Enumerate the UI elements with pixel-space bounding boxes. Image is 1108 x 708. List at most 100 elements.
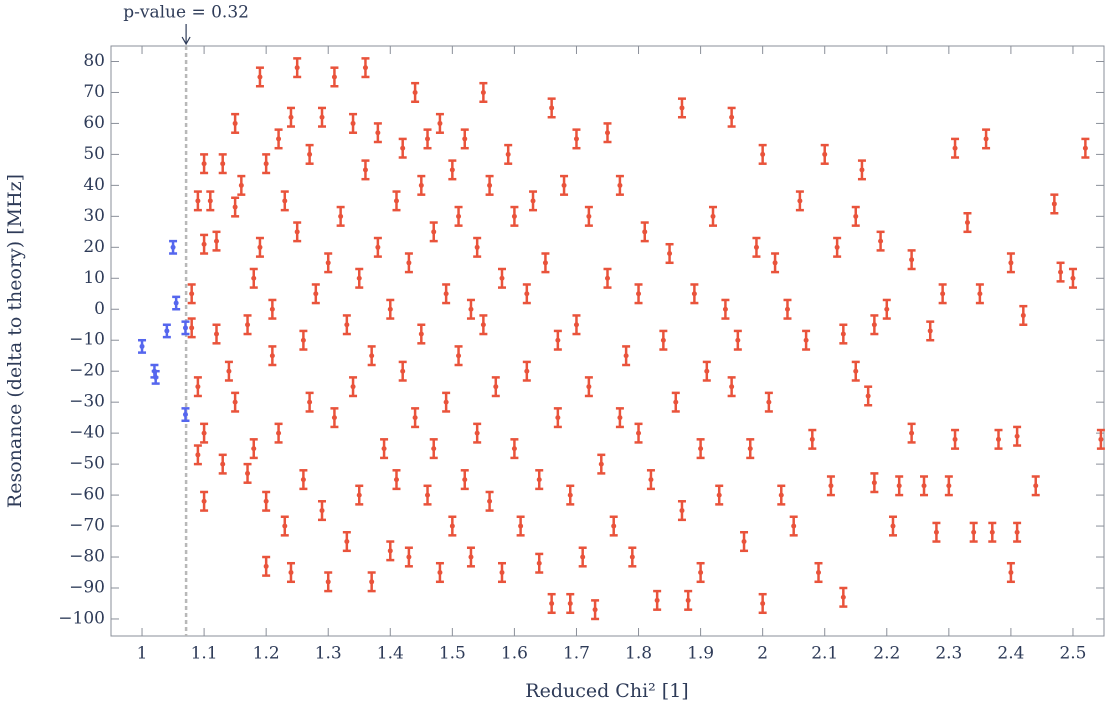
point	[1082, 145, 1088, 151]
error-point	[926, 320, 935, 342]
point	[232, 120, 238, 126]
error-point	[448, 159, 457, 181]
point	[648, 477, 654, 483]
error-point	[907, 249, 916, 271]
point	[474, 244, 480, 250]
error-point	[727, 106, 736, 128]
x-tick-label: 1.3	[315, 644, 342, 664]
point	[828, 483, 834, 489]
point	[605, 275, 610, 281]
error-point	[324, 252, 333, 274]
point	[307, 151, 313, 157]
error-point	[411, 81, 420, 103]
error-point	[764, 391, 773, 413]
error-point	[826, 475, 835, 497]
error-point	[864, 385, 873, 407]
error-point	[355, 484, 364, 506]
point	[667, 251, 673, 257]
error-point	[454, 345, 463, 367]
point	[834, 244, 840, 250]
point	[983, 136, 989, 142]
error-point	[435, 561, 444, 584]
error-point	[473, 422, 482, 444]
error-point	[386, 298, 395, 320]
point	[617, 182, 623, 188]
point	[1014, 529, 1020, 535]
error-point	[578, 546, 587, 568]
point	[1014, 433, 1020, 439]
error-point	[522, 283, 531, 305]
point	[673, 399, 679, 405]
error-point	[572, 128, 581, 150]
point	[698, 570, 704, 576]
point	[549, 600, 555, 606]
error-point	[162, 323, 171, 339]
error-point	[1056, 261, 1065, 283]
point	[406, 554, 412, 560]
error-point	[324, 571, 333, 593]
point	[443, 291, 449, 297]
point	[524, 368, 530, 374]
point	[561, 182, 567, 188]
error-point	[417, 174, 426, 196]
error-point	[200, 233, 209, 255]
error-point	[311, 283, 320, 305]
error-point	[888, 515, 897, 537]
error-point	[727, 376, 736, 398]
error-point	[677, 500, 686, 522]
error-point	[355, 267, 364, 289]
x-tick-label: 1.5	[439, 644, 466, 664]
point	[325, 260, 331, 266]
point	[853, 368, 859, 374]
y-tick-label: 80	[83, 51, 105, 71]
point	[300, 337, 306, 343]
error-point	[907, 422, 916, 444]
point	[139, 343, 145, 349]
error-point	[1013, 425, 1022, 447]
point	[182, 412, 188, 418]
y-tick-label: 10	[83, 268, 105, 288]
error-point	[566, 484, 575, 506]
point	[462, 477, 468, 483]
point	[220, 161, 226, 167]
point	[493, 384, 499, 390]
error-point	[380, 438, 389, 460]
error-point	[442, 391, 451, 413]
x-tick-label: 2	[757, 644, 768, 664]
point	[704, 368, 710, 374]
threshold-label: p-value = 0.32	[123, 3, 249, 23]
point	[952, 145, 958, 151]
error-point	[293, 221, 302, 243]
y-tick-label: 20	[83, 237, 105, 257]
x-tick-label: 1.9	[687, 644, 714, 664]
error-point	[547, 592, 556, 615]
point	[940, 291, 946, 297]
point	[189, 291, 195, 297]
y-tick-label: −10	[69, 330, 105, 350]
point	[456, 213, 462, 219]
point	[611, 523, 617, 529]
error-point	[249, 438, 258, 460]
error-point	[342, 530, 351, 553]
error-point	[299, 469, 308, 491]
point	[201, 430, 207, 436]
x-tick-label: 1.6	[501, 644, 528, 664]
error-point	[1081, 137, 1090, 159]
point	[971, 529, 977, 535]
point	[350, 120, 356, 126]
error-point	[932, 521, 941, 543]
point	[251, 446, 257, 452]
y-tick-label: 0	[94, 299, 105, 319]
error-point	[628, 546, 637, 568]
error-point	[851, 360, 860, 382]
error-point	[318, 500, 327, 522]
error-point	[151, 369, 160, 385]
error-point	[603, 267, 612, 289]
error-point	[597, 453, 606, 475]
point	[232, 399, 238, 405]
error-point	[373, 122, 382, 144]
error-point	[1068, 267, 1077, 289]
y-tick-label: −40	[69, 423, 105, 443]
point	[393, 198, 399, 204]
error-point	[181, 320, 190, 336]
